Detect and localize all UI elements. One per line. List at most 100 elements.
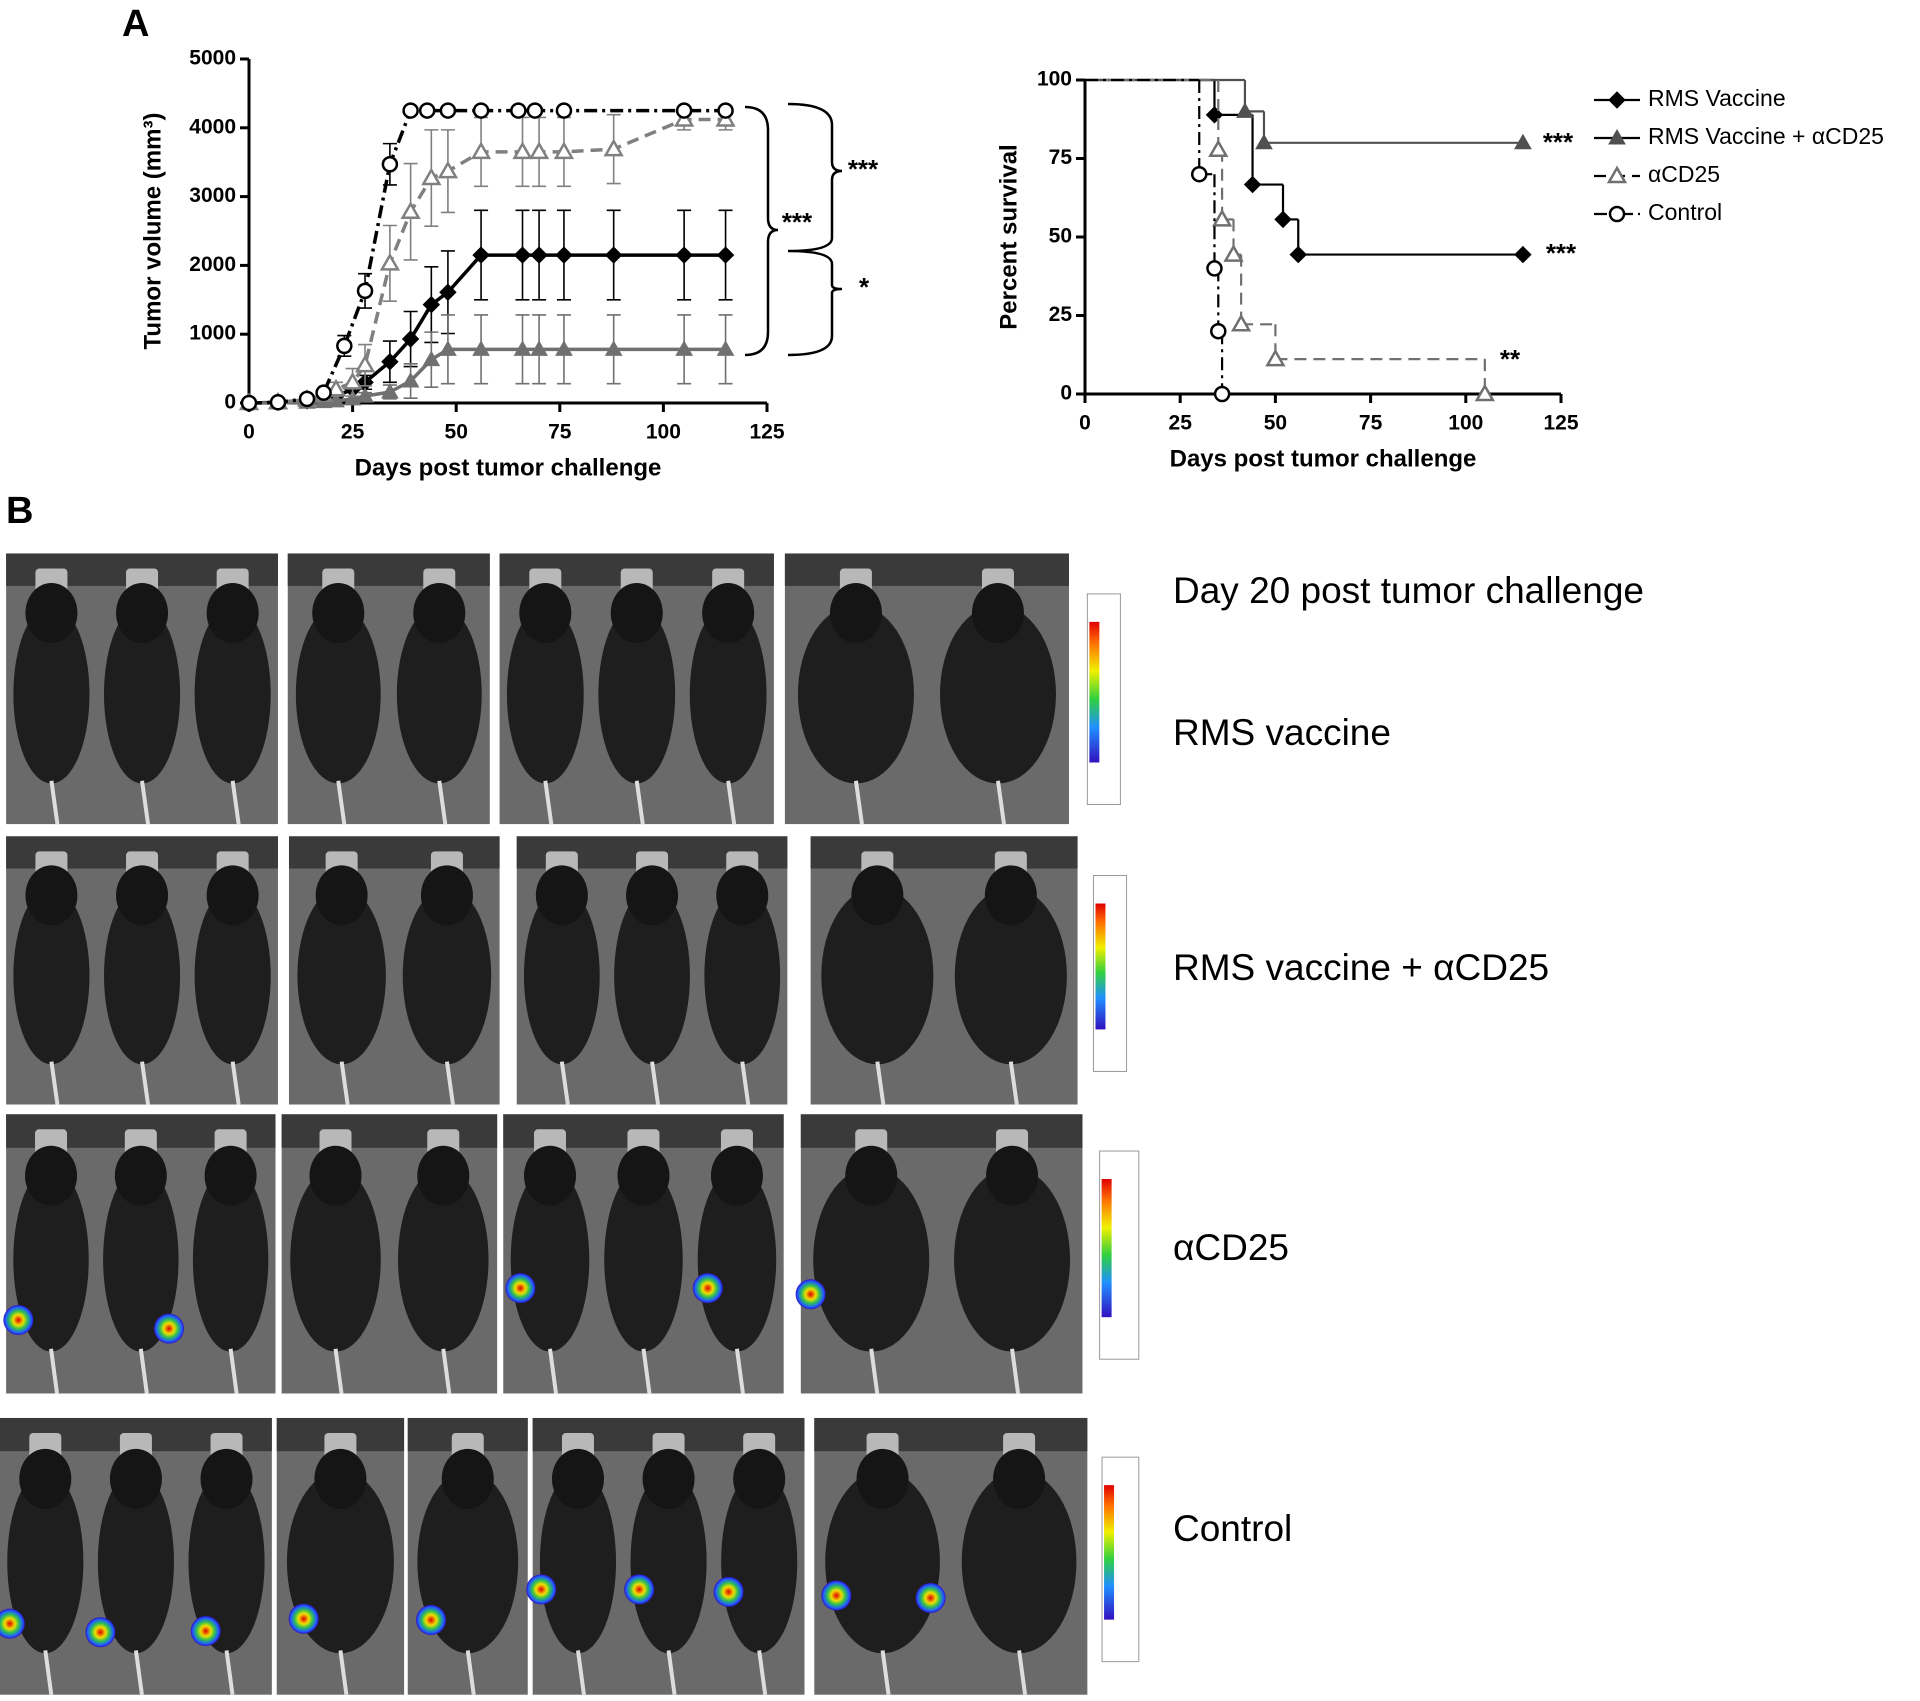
mouse xyxy=(939,604,1056,784)
mouse xyxy=(295,604,381,784)
y-tick-label: 2000 xyxy=(189,253,236,276)
x-tick-label: 100 xyxy=(646,421,681,444)
legend-label: RMS Vaccine + αCD25 xyxy=(1648,123,1884,149)
mouse xyxy=(689,604,767,784)
mouse xyxy=(417,1470,519,1654)
mouse xyxy=(510,1167,590,1352)
tumor-signal xyxy=(915,1582,946,1613)
legend-label: Control xyxy=(1648,199,1722,225)
photo-stage xyxy=(800,1114,1083,1148)
marker xyxy=(1606,165,1628,184)
tail xyxy=(740,1061,751,1105)
panel-label: B xyxy=(6,490,33,532)
tail xyxy=(339,1061,350,1105)
tail xyxy=(49,780,60,825)
marker xyxy=(342,371,363,390)
mouse xyxy=(821,887,934,1065)
marker xyxy=(526,102,544,119)
x-tick-label: 125 xyxy=(749,421,784,444)
mouse xyxy=(604,1167,683,1352)
marker xyxy=(379,252,401,271)
tail xyxy=(734,1348,745,1394)
mouse xyxy=(523,887,600,1065)
photo-stage xyxy=(288,836,500,869)
mouse xyxy=(961,1470,1077,1654)
marker xyxy=(400,201,421,219)
mouse-head xyxy=(200,1448,253,1509)
series-line xyxy=(248,253,726,405)
tumor-signal xyxy=(505,1273,536,1304)
mouse xyxy=(192,1167,269,1352)
tail xyxy=(641,1348,652,1394)
mouse xyxy=(13,604,90,784)
marker xyxy=(437,160,459,179)
marker xyxy=(675,102,693,119)
marker xyxy=(1208,139,1229,157)
tail xyxy=(49,1348,60,1394)
mouse-head xyxy=(25,865,78,926)
tail xyxy=(444,1061,455,1105)
tail xyxy=(441,1348,452,1394)
mouse xyxy=(598,604,676,784)
y-tick-label: 75 xyxy=(1049,146,1073,169)
tail xyxy=(43,1650,54,1695)
mouse xyxy=(13,1167,89,1352)
marker xyxy=(240,394,258,412)
legend-label: αCD25 xyxy=(1648,161,1720,187)
mouse xyxy=(286,1470,394,1654)
mouse xyxy=(614,887,690,1065)
y-tick-label: 50 xyxy=(1049,225,1072,248)
marker xyxy=(1190,165,1208,183)
marker xyxy=(401,371,420,388)
mouse xyxy=(813,1167,930,1352)
mouse-head xyxy=(315,865,368,926)
mouse xyxy=(721,1470,798,1654)
significance: *** xyxy=(848,154,879,184)
mouse-head xyxy=(710,1145,763,1206)
mouse-head xyxy=(314,1448,367,1509)
mouse xyxy=(103,604,181,784)
photo-stage xyxy=(281,1114,498,1148)
mouse-head xyxy=(524,1145,577,1206)
marker xyxy=(422,295,441,314)
x-tick-label: 0 xyxy=(243,421,255,444)
marker xyxy=(553,141,575,160)
tail xyxy=(543,780,554,825)
marker xyxy=(717,102,734,119)
marker xyxy=(381,382,399,399)
marker xyxy=(1205,106,1224,124)
mouse-head xyxy=(417,1145,470,1206)
tumor-signal xyxy=(153,1313,184,1344)
tail xyxy=(650,1061,661,1105)
marker xyxy=(336,337,353,355)
y-tick-label: 0 xyxy=(224,391,236,414)
tumor-signal xyxy=(190,1616,221,1647)
row-label: Day 20 post tumor challenge xyxy=(1173,570,1644,611)
mouse-head xyxy=(206,583,259,644)
significance: *** xyxy=(782,207,813,237)
tail xyxy=(333,1348,344,1394)
mouse-head xyxy=(25,583,78,644)
mouse-head xyxy=(551,1448,604,1509)
marker xyxy=(1514,133,1532,150)
mouse xyxy=(290,1167,381,1352)
tail xyxy=(437,780,448,825)
tail xyxy=(1010,1348,1021,1394)
tumor-signal xyxy=(416,1605,447,1636)
tumor-signal xyxy=(3,1305,34,1336)
mouse-head xyxy=(733,1448,786,1509)
x-tick-label: 125 xyxy=(1543,412,1578,435)
marker xyxy=(439,102,457,119)
mouse xyxy=(188,1470,265,1654)
marker xyxy=(675,246,693,264)
color-bar xyxy=(1104,1485,1115,1620)
mouse-head xyxy=(829,583,882,644)
tail xyxy=(634,780,645,825)
mouse-head xyxy=(116,583,169,644)
mouse-head xyxy=(610,583,663,644)
x-tick-label: 50 xyxy=(1264,412,1287,435)
marker xyxy=(1211,208,1233,227)
marker xyxy=(1255,133,1273,150)
marker xyxy=(472,102,490,119)
